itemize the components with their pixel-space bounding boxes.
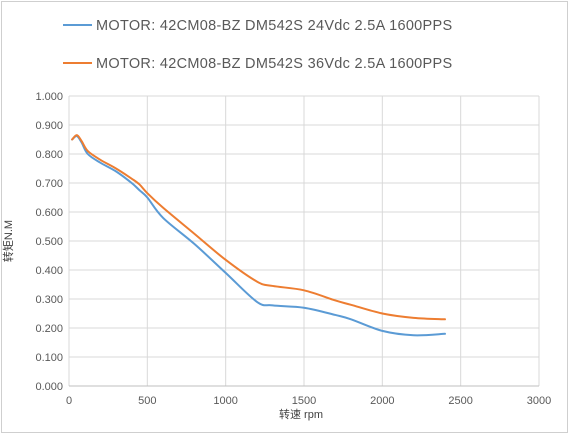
- x-tick-label: 1000: [213, 395, 237, 407]
- x-tick-label: 2000: [370, 395, 394, 407]
- y-tick-label: 0.500: [35, 236, 63, 248]
- y-tick-label: 1.000: [35, 91, 63, 103]
- y-tick-label: 0.100: [35, 352, 63, 364]
- y-axis-title: 转矩N.M: [1, 220, 15, 262]
- x-axis-title: 转速 rpm: [279, 407, 323, 421]
- x-tick-label: 0: [66, 395, 72, 407]
- legend: MOTOR: 42CM08-BZ DM542S 24Vdc 2.5A 1600P…: [63, 18, 452, 72]
- x-tick-label: 2500: [448, 395, 472, 407]
- legend-label-36v: MOTOR: 42CM08-BZ DM542S 36Vdc 2.5A 1600P…: [96, 56, 452, 72]
- x-tick-label: 3000: [527, 395, 551, 407]
- series-line-24v: [71, 135, 446, 337]
- axes: 0 500 1000 1500 2000 2500 3000 0.000 0.100 0.200 0…: [35, 91, 551, 407]
- y-tick-label: 0.900: [35, 120, 63, 132]
- y-tick-label: 0.400: [35, 265, 63, 277]
- y-tick-label: 0.700: [35, 178, 63, 190]
- series-line-36v: [71, 134, 446, 321]
- x-tick-label: 1500: [292, 395, 316, 407]
- y-tick-label: 0.300: [35, 294, 63, 306]
- y-tick-label: 0.000: [35, 381, 63, 393]
- y-tick-label: 0.600: [35, 207, 63, 219]
- legend-label-24v: MOTOR: 42CM08-BZ DM542S 24Vdc 2.5A 1600P…: [96, 18, 452, 34]
- y-tick-label: 0.800: [35, 149, 63, 161]
- grid: [68, 95, 540, 387]
- x-tick-label: 500: [138, 395, 156, 407]
- series-lines: [71, 134, 446, 337]
- y-tick-label: 0.200: [35, 323, 63, 335]
